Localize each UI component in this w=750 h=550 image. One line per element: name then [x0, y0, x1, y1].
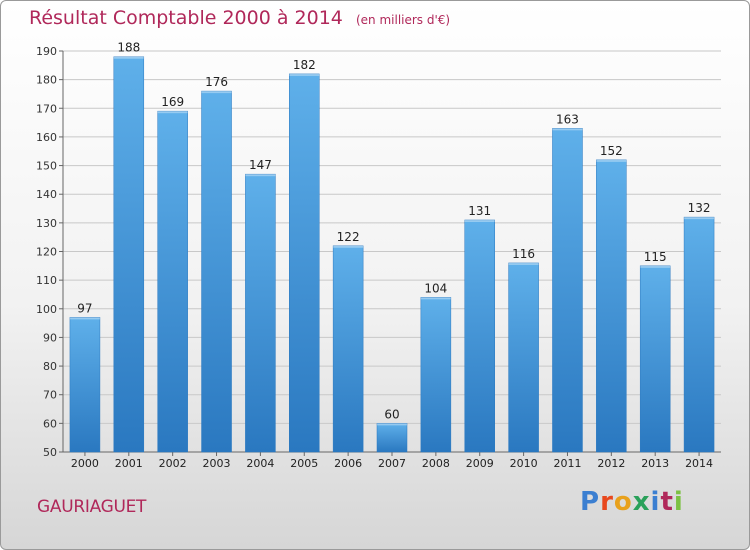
y-tick-label: 80	[43, 360, 57, 373]
y-tick-label: 150	[36, 160, 57, 173]
x-tick-label: 2013	[641, 457, 669, 470]
y-tick-label: 160	[36, 131, 57, 144]
bar	[201, 90, 232, 453]
bar	[639, 265, 671, 453]
bar	[69, 317, 101, 453]
y-tick-label: 170	[36, 102, 57, 115]
bar-highlight	[245, 174, 276, 177]
bar	[683, 216, 715, 453]
y-tick-label: 60	[43, 417, 57, 430]
bar	[552, 128, 583, 453]
bar-value-label: 97	[77, 301, 92, 315]
bar-highlight	[420, 297, 451, 300]
x-tick-label: 2012	[597, 457, 625, 470]
y-tick-label: 110	[36, 274, 57, 287]
y-tick-label: 140	[36, 188, 57, 201]
x-tick-label: 2008	[422, 457, 450, 470]
logo-letter: t	[660, 487, 674, 517]
x-tick-label: 2000	[71, 457, 99, 470]
bar-highlight	[333, 245, 364, 248]
bar-highlight	[113, 56, 144, 59]
bar	[420, 297, 452, 453]
x-tick-label: 2004	[246, 457, 274, 470]
bar-highlight	[464, 219, 495, 222]
bar-value-label: 182	[293, 58, 316, 72]
bar-value-label: 60	[384, 407, 399, 421]
y-tick-label: 130	[36, 217, 57, 230]
proxiti-logo[interactable]: Proxiti	[580, 487, 684, 517]
y-tick-label: 190	[36, 45, 57, 58]
x-tick-label: 2014	[685, 457, 713, 470]
chart-subtitle: (en milliers d'€)	[355, 13, 451, 27]
bar	[596, 159, 627, 453]
bar-value-label: 104	[424, 281, 447, 295]
bar	[464, 219, 495, 453]
bar-highlight	[552, 128, 583, 131]
x-tick-label: 2006	[334, 457, 362, 470]
bar-value-label: 122	[337, 230, 360, 244]
bar-highlight	[201, 91, 232, 94]
bar-value-label: 188	[117, 41, 140, 55]
bar	[376, 423, 408, 453]
x-tick-label: 2001	[115, 457, 143, 470]
logo-letter: o	[613, 487, 633, 517]
y-tick-label: 120	[36, 246, 57, 259]
bar-highlight	[596, 159, 627, 162]
bar-highlight	[508, 262, 539, 265]
x-tick-label: 2005	[290, 457, 318, 470]
logo-letter: P	[580, 487, 601, 517]
y-tick-label: 90	[43, 331, 57, 344]
chart-title: Résultat Comptable 2000 à 2014	[29, 7, 343, 29]
data-labels: 97 188 169 176 147 182 122 60 104 131 116 163 152 115…	[77, 41, 710, 422]
y-tick-label: 180	[36, 74, 57, 87]
bar	[332, 245, 364, 453]
bar-value-label: 163	[556, 112, 579, 126]
bar-highlight	[640, 265, 671, 268]
bar	[245, 173, 276, 453]
bar-highlight	[289, 73, 320, 76]
x-tick-label: 2010	[510, 457, 538, 470]
bar	[113, 56, 145, 453]
bar-value-label: 169	[161, 95, 184, 109]
x-tick-label: 2011	[553, 457, 581, 470]
logo-letter: r	[600, 487, 614, 517]
bar-value-label: 132	[688, 201, 711, 215]
bar-value-label: 116	[512, 247, 535, 261]
bar	[508, 262, 539, 453]
bar	[157, 110, 188, 453]
logo-letter: i	[650, 487, 661, 517]
y-tick-label: 100	[36, 303, 57, 316]
bar-value-label: 131	[468, 204, 491, 218]
logo-letter: x	[632, 487, 651, 517]
x-tick-label: 2003	[203, 457, 231, 470]
town-name: GAURIAGUET	[37, 497, 147, 517]
bar-highlight	[684, 217, 715, 220]
y-tick-label: 50	[43, 446, 57, 459]
title-row: Résultat Comptable 2000 à 2014 (en milli…	[29, 7, 450, 29]
bar-value-label: 176	[205, 75, 228, 89]
bar-value-label: 152	[600, 144, 623, 158]
bar-value-label: 147	[249, 158, 272, 172]
bar-value-label: 115	[644, 250, 667, 264]
bar-highlight	[69, 317, 100, 320]
x-tick-label: 2009	[466, 457, 494, 470]
bar-highlight	[157, 111, 188, 114]
bar-highlight	[377, 423, 407, 426]
x-tick-label: 2002	[159, 457, 187, 470]
bars	[69, 56, 715, 453]
bar	[289, 73, 320, 453]
x-tick-label: 2007	[378, 457, 406, 470]
logo-letter: i	[673, 487, 684, 517]
y-tick-label: 70	[43, 389, 57, 402]
